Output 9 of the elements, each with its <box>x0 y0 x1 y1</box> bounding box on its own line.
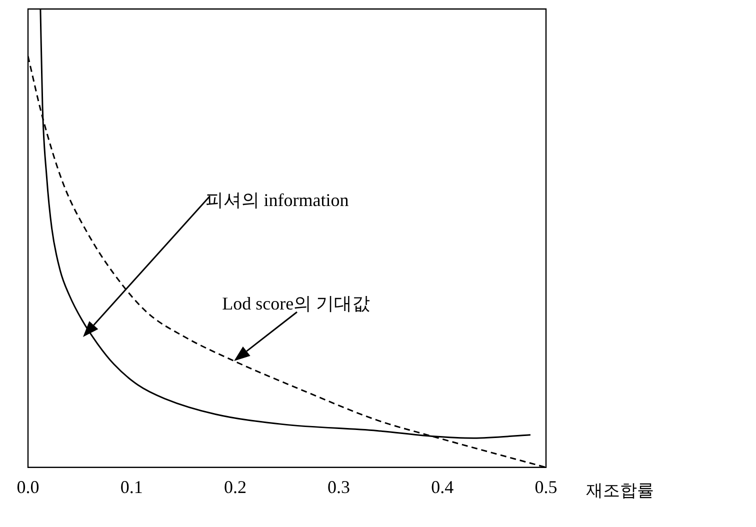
x-axis-title: 재조합률 <box>586 480 654 501</box>
annotation: 피셔의 information <box>205 190 349 210</box>
x-tick-label: 0.3 <box>328 476 350 497</box>
x-tick-label: 0.1 <box>120 476 143 497</box>
annotation: Lod score의 기대값 <box>222 294 370 314</box>
x-tick-label: 0.5 <box>534 476 558 497</box>
x-tick-label: 0.0 <box>16 476 40 497</box>
x-tick-label: 0.4 <box>431 476 454 497</box>
x-tick-label: 0.2 <box>224 476 246 497</box>
